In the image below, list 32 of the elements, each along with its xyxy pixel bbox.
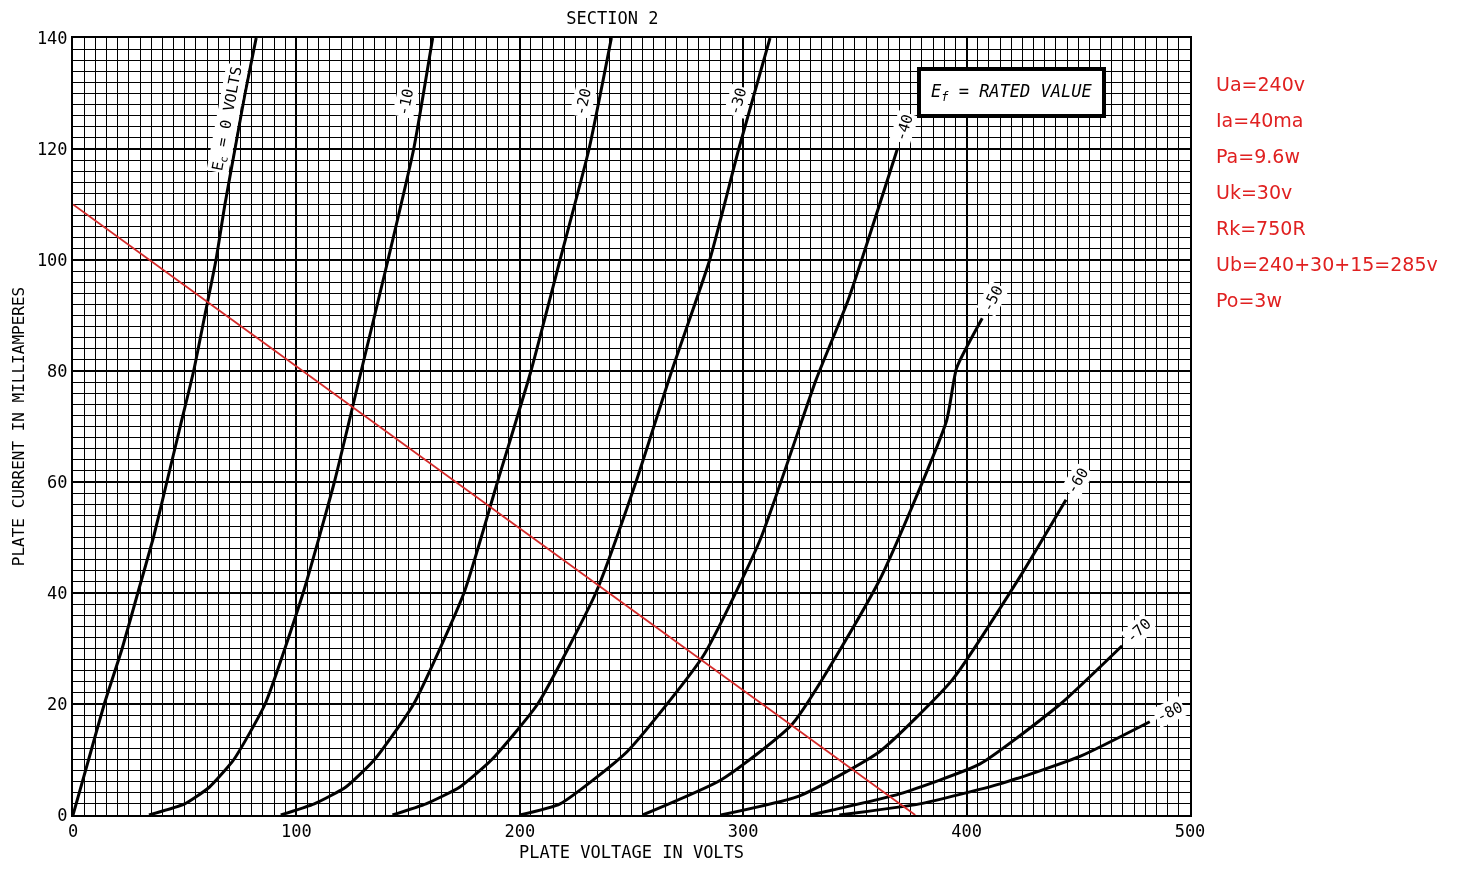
x-axis-title: PLATE VOLTAGE IN VOLTS [518, 842, 745, 863]
y-tick-label: 100 [36, 249, 68, 270]
text: -70 [1122, 614, 1155, 647]
y-tick-label: 40 [47, 582, 68, 603]
text: -20 [571, 86, 596, 118]
text: Pa=9.6w [1216, 145, 1300, 167]
text: Ia=40ma [1216, 109, 1304, 131]
text: -30 [725, 85, 751, 117]
text: -80 [1153, 697, 1186, 727]
x-tick-label: 300 [727, 821, 759, 842]
text: -60 [1062, 464, 1093, 497]
x-tick-label: 500 [1174, 821, 1206, 842]
text: -10 [394, 86, 418, 118]
text: Ub=240+30+15=285v [1216, 253, 1438, 275]
text: Rk=750R [1216, 217, 1306, 239]
text: -50 [978, 282, 1007, 315]
text: -40 [891, 112, 917, 144]
y-tick-label: 20 [47, 693, 68, 714]
y-axis-title: PLATE CURRENT IN MILLIAMPERES [9, 286, 29, 567]
text: Uk=30v [1216, 181, 1293, 203]
chart-title: SECTION 2 [566, 7, 659, 28]
y-tick-label: 80 [47, 360, 68, 381]
annotation: E$_{f}$ = RATED VALUE [931, 81, 1093, 104]
y-tick-label: 0 [57, 804, 68, 825]
x-tick-label: 400 [951, 821, 982, 842]
text: Ua=240v [1216, 73, 1305, 95]
y-tick-label: 60 [47, 471, 68, 492]
x-tick-label: 100 [281, 821, 312, 842]
y-tick-label: 120 [36, 138, 68, 159]
x-tick-label: 200 [504, 821, 536, 842]
y-tick-label: 140 [36, 27, 68, 48]
text: Po=3w [1216, 289, 1282, 311]
